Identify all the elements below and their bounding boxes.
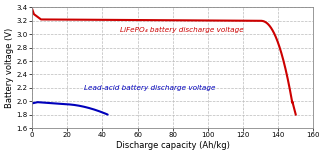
Text: LiFePO₄ battery discharge voltage: LiFePO₄ battery discharge voltage — [120, 27, 243, 33]
Text: Lead-acid battery discharge voltage: Lead-acid battery discharge voltage — [84, 85, 215, 91]
X-axis label: Discharge capacity (Ah/kg): Discharge capacity (Ah/kg) — [116, 141, 230, 150]
Y-axis label: Battery voltage (V): Battery voltage (V) — [5, 28, 14, 108]
